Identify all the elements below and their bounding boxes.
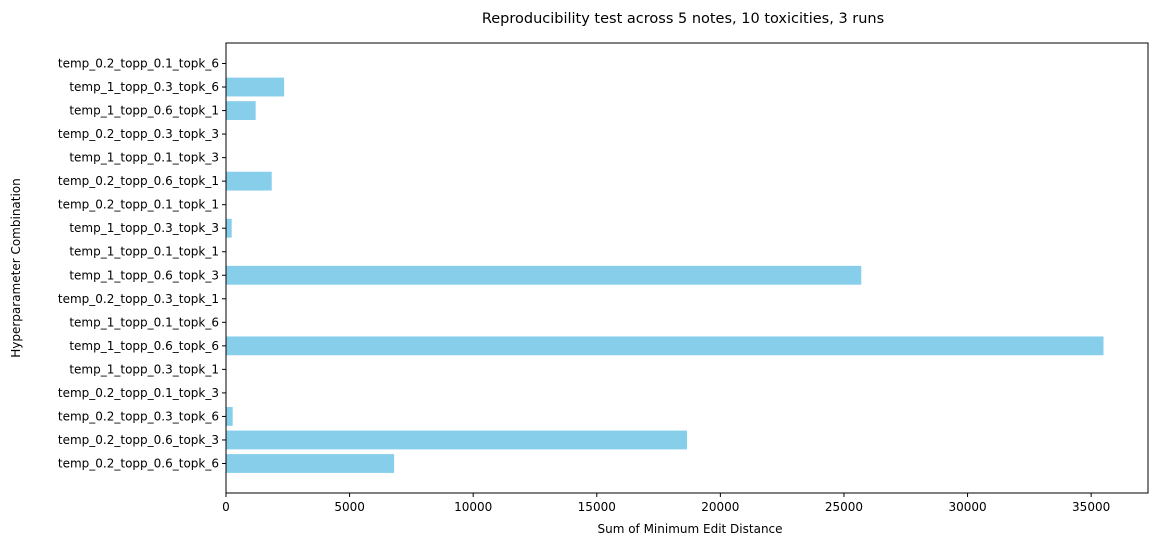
x-tick-label: 0 [222,500,230,514]
bar [226,77,285,97]
y-tick-label: temp_1_topp_0.3_topk_1 [69,362,219,376]
y-tick-label: temp_1_topp_0.1_topk_1 [69,245,219,259]
bar [226,336,1104,356]
y-tick-label: temp_1_topp_0.1_topk_3 [69,151,219,165]
bar [226,430,687,450]
y-axis-label: Hyperparameter Combination [9,178,23,358]
x-tick-label: 25000 [825,500,863,514]
bar [226,171,272,191]
bar [226,101,256,120]
x-tick-label: 15000 [578,500,616,514]
y-tick-label: temp_0.2_topp_0.1_topk_6 [58,57,219,71]
y-tick-label: temp_0.2_topp_0.3_topk_1 [58,292,219,306]
x-tick-label: 20000 [701,500,739,514]
y-tick-label: temp_1_topp_0.1_topk_6 [69,315,219,329]
chart-title: Reproducibility test across 5 notes, 10 … [482,11,884,27]
y-tick-label: temp_1_topp_0.3_topk_3 [69,221,219,235]
y-tick-label: temp_1_topp_0.6_topk_3 [69,268,219,282]
y-tick-label: temp_1_topp_0.6_topk_6 [69,339,219,353]
y-tick-label: temp_0.2_topp_0.3_topk_3 [58,127,219,141]
y-tick-label: temp_0.2_topp_0.6_topk_3 [58,433,219,447]
y-tick-label: temp_1_topp_0.3_topk_6 [69,80,219,94]
x-axis-ticks: 0 5000 10000 15000 20000 25000 30000 35000 [222,493,1110,514]
bar [226,407,233,426]
y-tick-label: temp_0.2_topp_0.1_topk_3 [58,386,219,400]
bars-layer [226,77,1104,473]
bar [226,454,395,473]
x-tick-label: 35000 [1072,500,1110,514]
y-axis-ticks: temp_0.2_topp_0.1_topk_6 temp_1_topp_0.3_… [58,57,226,471]
plot-frame [225,42,1149,494]
y-tick-label: temp_1_topp_0.6_topk_1 [69,104,219,118]
x-tick-label: 5000 [334,500,365,514]
y-tick-label: temp_0.2_topp_0.6_topk_6 [58,457,219,471]
x-tick-label: 30000 [948,500,986,514]
y-tick-label: temp_0.2_topp_0.3_topk_6 [58,409,219,423]
bar [226,265,862,285]
bar [226,218,232,238]
y-tick-label: temp_0.2_topp_0.1_topk_1 [58,198,219,212]
y-tick-label: temp_0.2_topp_0.6_topk_1 [58,174,219,188]
x-axis-label: Sum of Minimum Edit Distance [597,522,782,536]
x-tick-label: 10000 [454,500,492,514]
